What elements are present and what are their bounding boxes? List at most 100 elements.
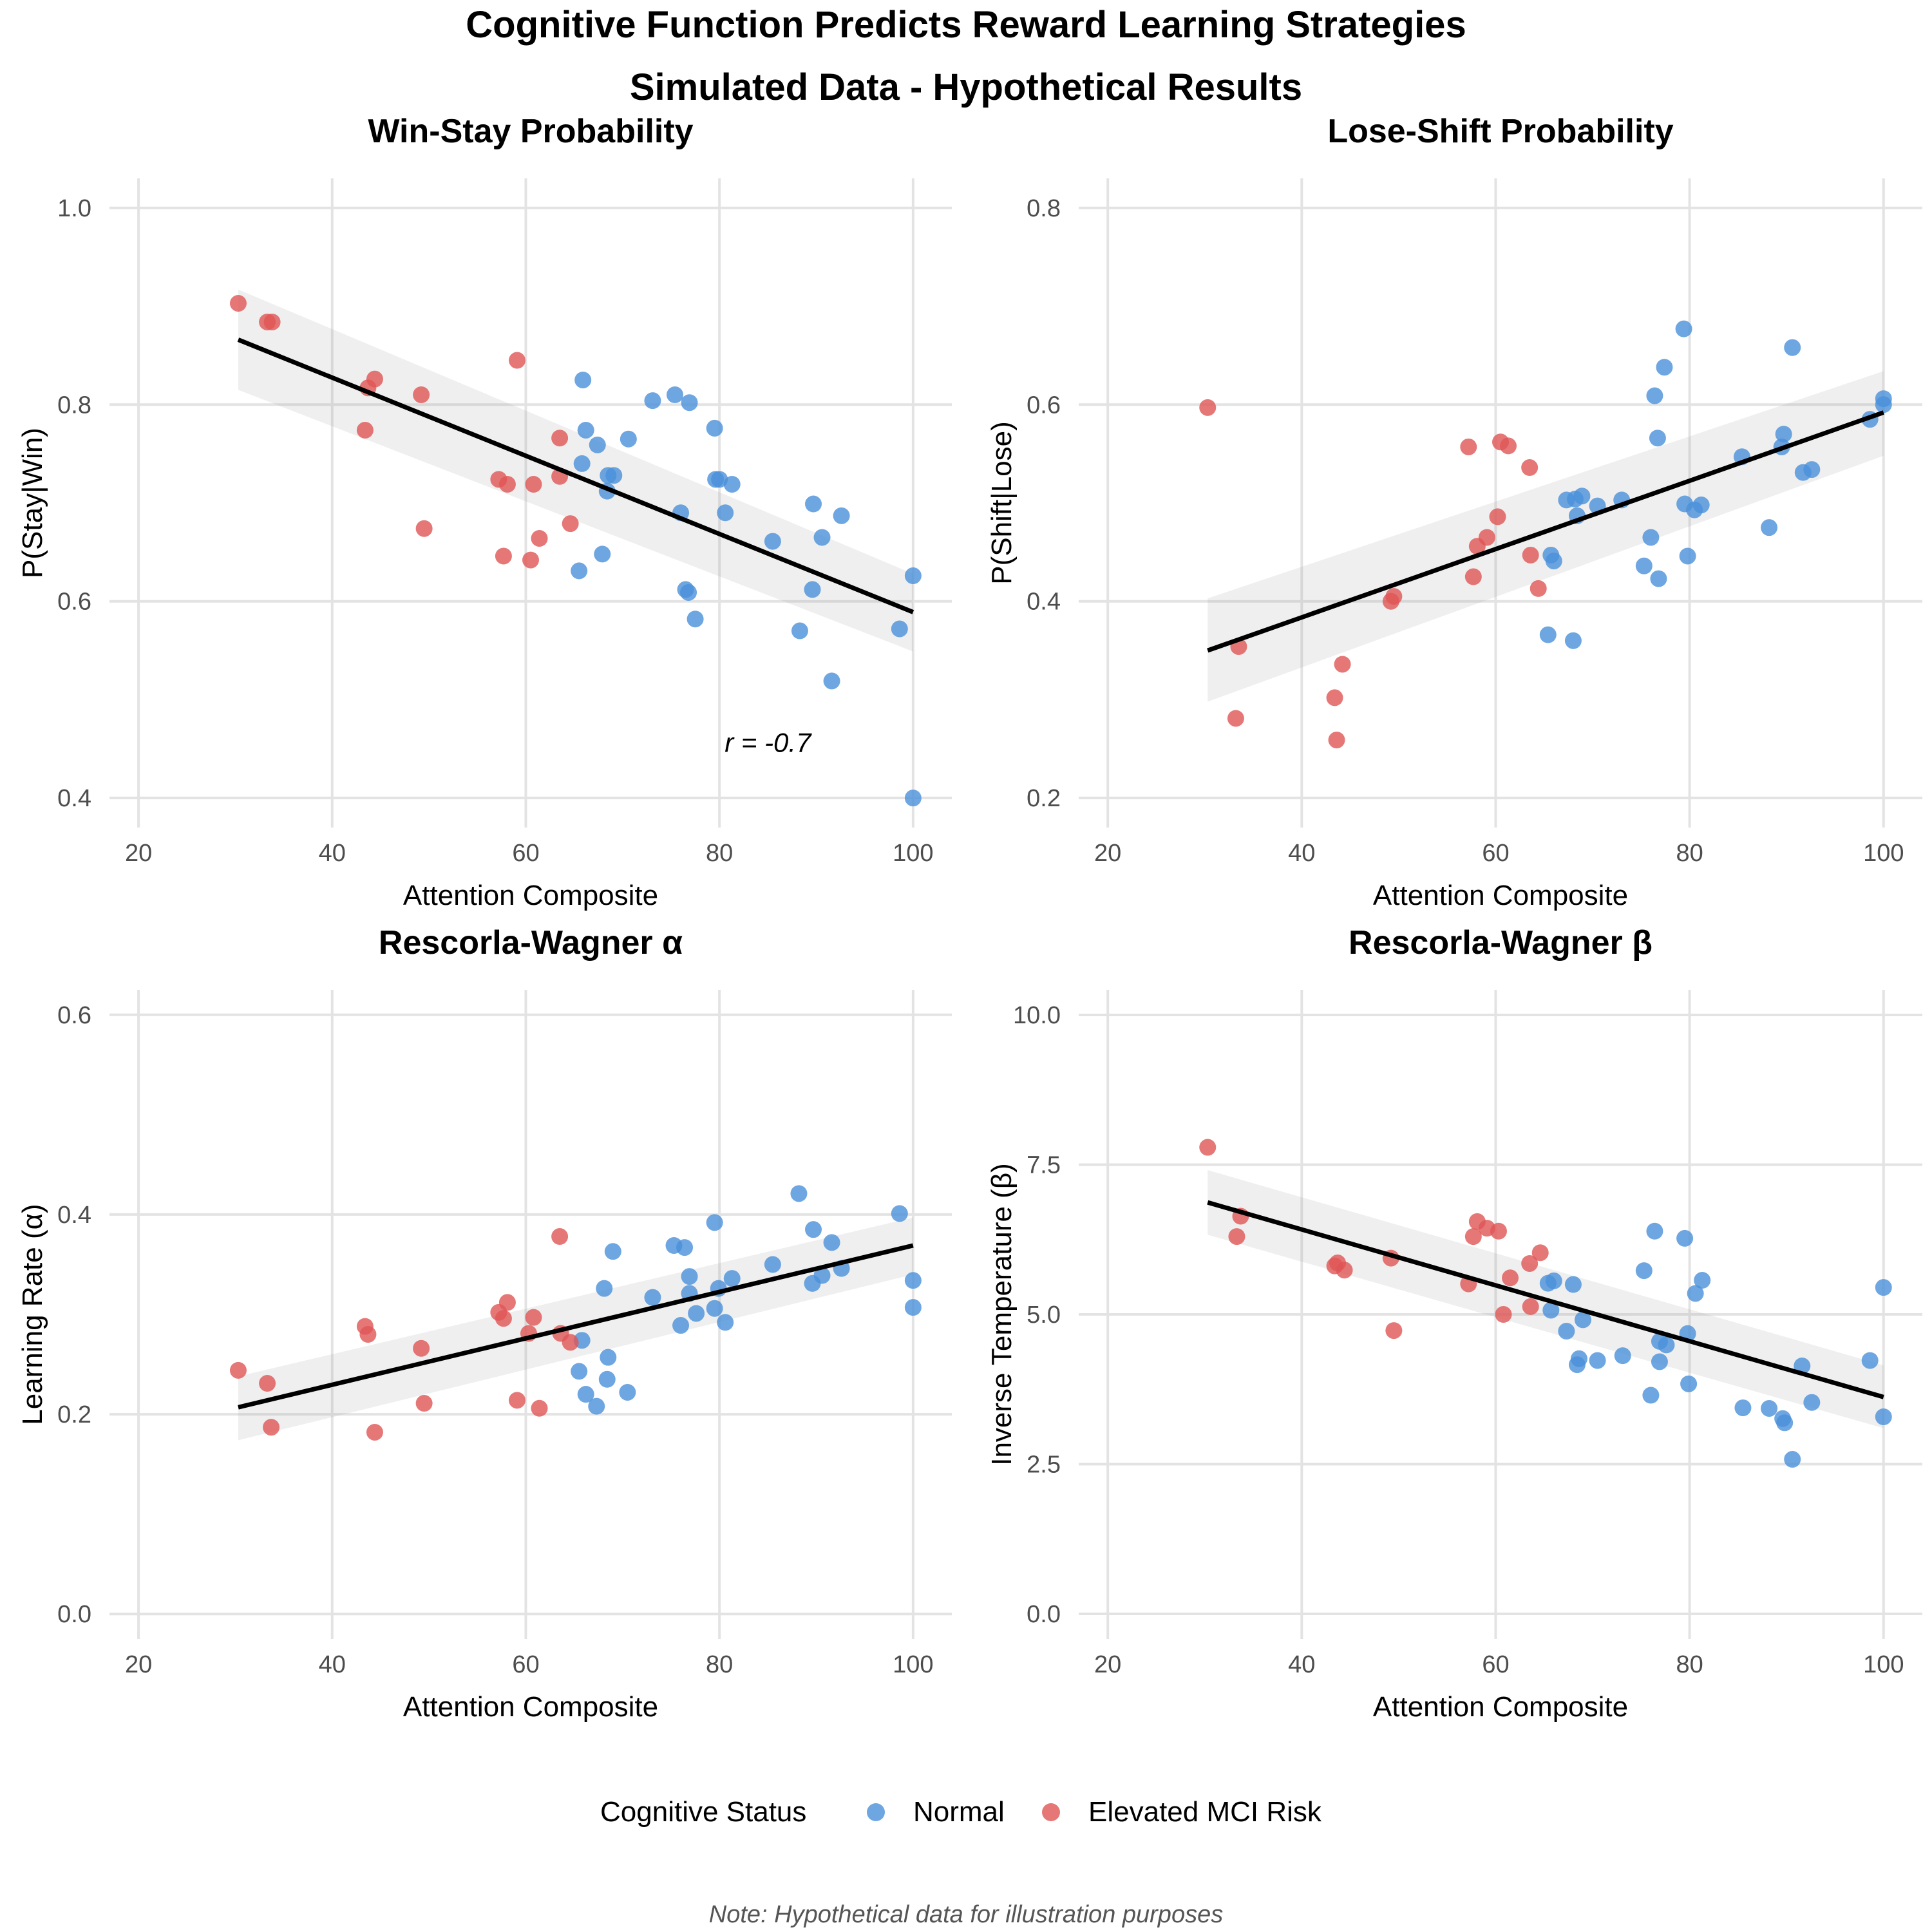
data-point-normal <box>1694 1271 1711 1289</box>
data-point-normal <box>1649 430 1666 447</box>
legend-marker-elevated-mci <box>1042 1803 1060 1821</box>
panel-win-stay: 20 40 60 80 100 0.4 0.6 0.8 1.0 r = -0.7 Win-Stay … <box>17 113 952 911</box>
data-point-normal <box>1650 570 1667 587</box>
y-tick-label: 10.0 <box>1013 1002 1061 1029</box>
y-axis-label: P(Stay|Win) <box>17 428 48 578</box>
data-point-normal <box>790 1185 808 1202</box>
data-point-elevated-mci-risk <box>415 520 433 537</box>
regression-line <box>238 1243 914 1410</box>
y-axis-label: Learning Rate (α) <box>17 1204 48 1425</box>
data-point-normal <box>904 790 922 807</box>
data-point-normal <box>904 567 922 585</box>
x-tick-label: 40 <box>319 840 346 867</box>
x-tick-label: 80 <box>706 840 733 867</box>
y-axis-label: Inverse Temperature (β) <box>986 1163 1018 1466</box>
panel-title: Win-Stay Probability <box>368 113 693 150</box>
data-point-normal <box>1642 1387 1660 1404</box>
data-point-normal <box>1573 488 1591 505</box>
data-point-normal <box>1692 497 1710 514</box>
data-point-normal <box>1803 461 1821 478</box>
data-point-normal <box>1564 1276 1582 1293</box>
y-tick-label: 0.0 <box>57 1601 91 1628</box>
data-point-normal <box>1680 1375 1698 1392</box>
data-point-elevated-mci-risk <box>1326 689 1343 706</box>
data-point-normal <box>813 529 831 546</box>
data-point-elevated-mci-risk <box>498 1294 516 1311</box>
data-point-normal <box>1803 1394 1821 1411</box>
data-point-elevated-mci-risk <box>366 1423 383 1441</box>
data-point-normal <box>1558 1323 1575 1340</box>
panel-rw-beta: 20 40 60 80 100 0.0 2.5 5.0 7.5 10.0 Rescorla-Wagn… <box>986 924 1922 1723</box>
data-point-normal <box>1784 339 1801 356</box>
data-point-normal <box>571 1363 588 1380</box>
x-axis-label: Attention Composite <box>1373 1691 1628 1723</box>
data-point-normal <box>577 421 594 439</box>
data-point-normal <box>644 1289 661 1306</box>
correlation-annotation: r = -0.7 <box>724 727 812 757</box>
data-point-normal <box>1776 1414 1794 1432</box>
data-point-elevated-mci-risk <box>1502 1269 1519 1287</box>
x-tick-label: 40 <box>1288 1651 1315 1678</box>
data-point-normal <box>1545 553 1562 570</box>
data-point-elevated-mci-risk <box>1385 1322 1403 1340</box>
y-tick-label: 1.0 <box>57 195 91 222</box>
data-point-normal <box>805 495 822 513</box>
data-point-elevated-mci-risk <box>1334 656 1351 673</box>
data-point-normal <box>723 475 741 493</box>
data-point-elevated-mci-risk <box>1521 459 1539 477</box>
y-tick-label: 0.6 <box>57 589 91 616</box>
data-point-elevated-mci-risk <box>562 1334 579 1351</box>
x-tick-label: 60 <box>1482 840 1509 867</box>
panel-title: Rescorla-Wagner β <box>1349 924 1653 961</box>
data-point-elevated-mci-risk <box>1500 437 1517 455</box>
data-point-normal <box>577 1386 594 1403</box>
figure-subtitle: Simulated Data - Hypothetical Results <box>630 66 1302 108</box>
x-tick-label: 100 <box>1863 840 1904 867</box>
y-tick-label: 0.4 <box>1027 589 1061 616</box>
data-point-normal <box>813 1267 831 1284</box>
data-point-normal <box>706 419 723 437</box>
data-point-normal <box>891 1205 908 1222</box>
data-point-normal <box>804 581 821 598</box>
data-point-normal <box>589 436 606 453</box>
data-point-elevated-mci-risk <box>229 1361 247 1379</box>
data-point-elevated-mci-risk <box>562 515 579 533</box>
x-tick-label: 60 <box>1482 1651 1509 1678</box>
data-point-normal <box>764 533 781 550</box>
data-point-normal <box>1875 1408 1892 1426</box>
data-point-normal <box>676 1239 694 1256</box>
data-point-normal <box>571 562 588 580</box>
x-tick-label: 100 <box>1863 1651 1904 1678</box>
y-tick-label: 5.0 <box>1027 1302 1061 1329</box>
data-point-elevated-mci-risk <box>508 352 526 369</box>
data-point-normal <box>823 1234 840 1251</box>
x-axis-label: Attention Composite <box>403 1691 658 1723</box>
data-point-normal <box>620 430 637 448</box>
data-point-elevated-mci-risk <box>531 1399 548 1417</box>
data-point-elevated-mci-risk <box>1531 1244 1549 1262</box>
data-point-elevated-mci-risk <box>1478 529 1495 546</box>
data-point-normal <box>723 1270 741 1287</box>
data-point-elevated-mci-risk <box>1199 1139 1217 1156</box>
legend-label-normal: Normal <box>913 1796 1005 1828</box>
y-tick-label: 0.8 <box>1027 195 1061 222</box>
data-point-normal <box>598 1370 616 1388</box>
x-tick-label: 40 <box>319 1651 346 1678</box>
x-tick-label: 80 <box>1676 840 1703 867</box>
legend-marker-normal <box>867 1803 885 1821</box>
data-point-normal <box>1676 1229 1694 1247</box>
x-tick-label: 80 <box>1676 1651 1703 1678</box>
data-point-elevated-mci-risk <box>495 547 512 565</box>
data-point-normal <box>588 1397 605 1415</box>
y-tick-label: 0.0 <box>1027 1601 1061 1628</box>
data-point-normal <box>1539 626 1557 643</box>
data-point-normal <box>680 583 697 601</box>
data-point-elevated-mci-risk <box>1227 710 1244 727</box>
panel-lose-shift: 20 40 60 80 100 0.2 0.4 0.6 0.8 Lose-Shift Probab… <box>986 113 1922 911</box>
data-point-elevated-mci-risk <box>1489 508 1506 526</box>
data-point-normal <box>1861 1352 1879 1369</box>
y-tick-label: 7.5 <box>1027 1152 1061 1179</box>
data-point-elevated-mci-risk <box>508 1392 526 1409</box>
data-point-normal <box>1651 1353 1668 1370</box>
